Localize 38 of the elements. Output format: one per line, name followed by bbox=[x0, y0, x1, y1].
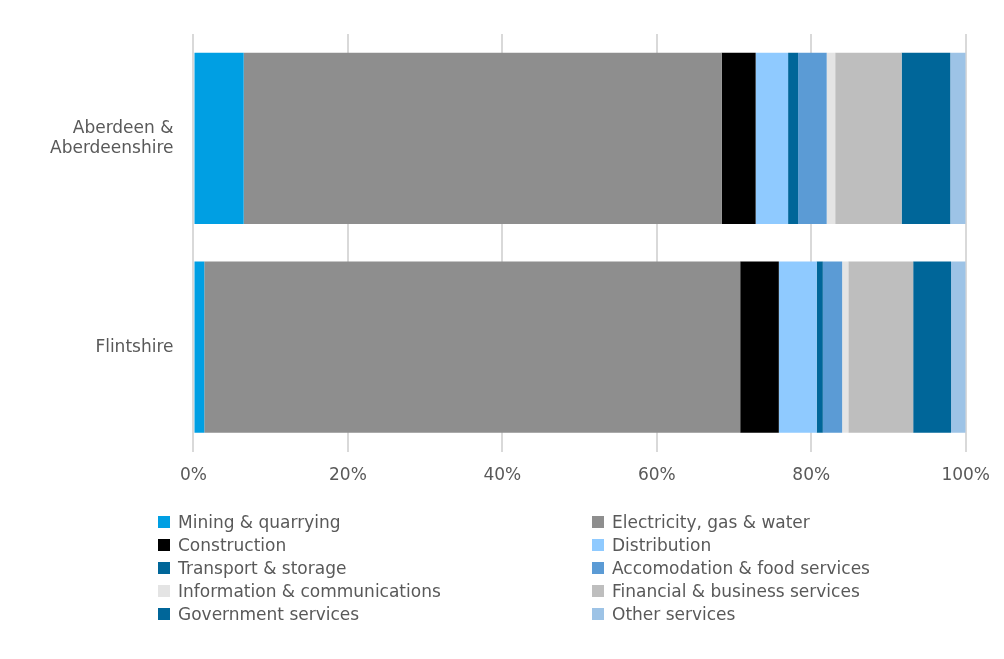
legend-label: Accomodation & food services bbox=[612, 558, 870, 578]
legend-label: Construction bbox=[178, 535, 287, 555]
legend-label: Transport & storage bbox=[178, 558, 347, 578]
bar bbox=[835, 52, 902, 225]
x-tick-label: 100% bbox=[941, 464, 990, 485]
legend-label: Other services bbox=[612, 604, 736, 624]
bar bbox=[822, 261, 843, 433]
x-tick-label: 60% bbox=[637, 464, 676, 485]
bar bbox=[194, 261, 205, 433]
x-tick-label: 20% bbox=[329, 464, 367, 485]
bar bbox=[951, 261, 966, 433]
bar bbox=[204, 261, 741, 433]
legend-label: Government services bbox=[178, 604, 360, 624]
bar bbox=[740, 261, 779, 433]
legend-label: Information & communications bbox=[178, 581, 441, 601]
x-tick-label: 40% bbox=[483, 464, 522, 485]
bar bbox=[798, 52, 827, 225]
bar bbox=[788, 52, 799, 225]
legend-label: Financial & business services bbox=[612, 581, 860, 601]
legend-label: Distribution bbox=[612, 535, 712, 555]
bar bbox=[913, 261, 952, 433]
legend-label: Electricity, gas & water bbox=[612, 512, 810, 532]
x-tick-label: 0% bbox=[179, 464, 207, 485]
bar bbox=[826, 52, 836, 225]
bar bbox=[816, 261, 823, 433]
y-tick-label: Flintshire bbox=[95, 335, 174, 356]
bar bbox=[901, 52, 951, 225]
bar bbox=[848, 261, 914, 433]
bar bbox=[194, 52, 244, 225]
bar bbox=[950, 52, 966, 225]
bar bbox=[755, 52, 789, 225]
bar bbox=[842, 261, 849, 433]
legend-label: Mining & quarrying bbox=[178, 512, 341, 532]
y-tick-label: Aberdeen & Aberdeenshire bbox=[50, 116, 174, 158]
bar bbox=[243, 52, 722, 225]
x-tick-label: 80% bbox=[792, 464, 831, 485]
bar bbox=[721, 52, 756, 225]
bar bbox=[778, 261, 817, 433]
